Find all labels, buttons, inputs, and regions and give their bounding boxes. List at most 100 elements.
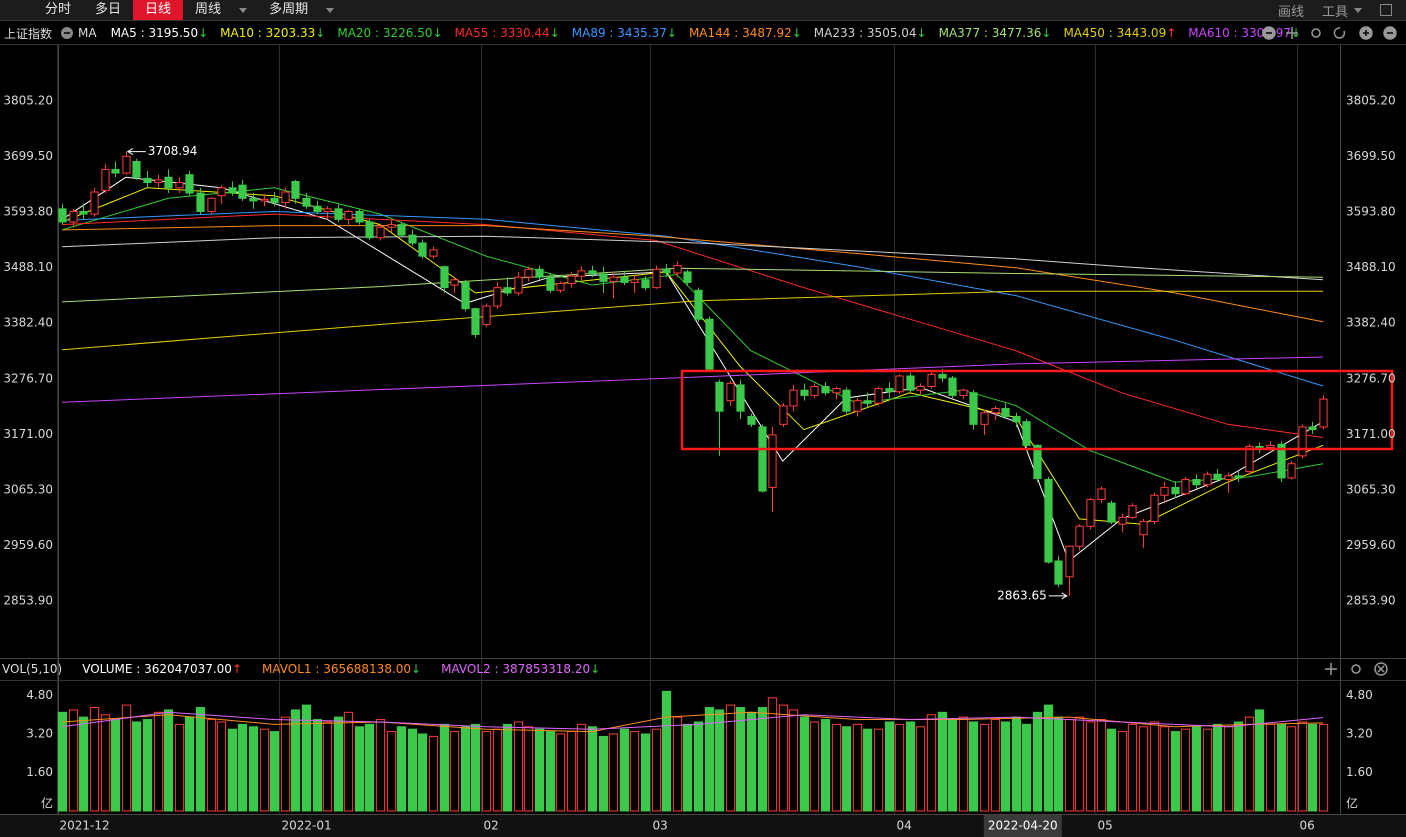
candle-body	[1213, 473, 1222, 481]
volume-bar	[1170, 731, 1181, 812]
volume-bar	[417, 733, 428, 812]
candle-body	[1118, 516, 1127, 525]
legend-trend: ↓	[1041, 26, 1052, 40]
volume-bar	[757, 707, 768, 812]
candle-body	[567, 275, 576, 284]
volume-bar	[1244, 716, 1255, 812]
volume-bar	[598, 735, 609, 812]
ma-line	[62, 187, 1324, 483]
volume-bar	[1106, 728, 1117, 812]
candle-body	[630, 279, 639, 283]
volume-bar	[587, 726, 598, 812]
tab[interactable]: 分时	[45, 2, 72, 17]
dropdown-icon[interactable]	[239, 7, 248, 13]
volume-bar	[1000, 721, 1011, 812]
candle-body	[450, 279, 459, 286]
x-tick-label: 02	[484, 819, 499, 833]
unit-label: 亿	[41, 796, 53, 811]
legend-item[interactable]: MA450 : 3443.09↑	[1063, 26, 1176, 40]
legend-item[interactable]: MA5 : 3195.50↓	[111, 26, 209, 40]
tab[interactable]: 周线	[195, 2, 222, 17]
annotation-label: 3708.94	[148, 144, 198, 158]
y-tick-label: 2959.60	[1346, 538, 1396, 552]
candle-body	[101, 168, 110, 191]
ma-line	[62, 213, 1324, 438]
volume-bar	[259, 728, 270, 812]
tab[interactable]: 多日	[95, 2, 122, 17]
y-tick-label: 3276.70	[1346, 371, 1396, 385]
legend-separator: :	[253, 26, 266, 40]
tool-button[interactable]: 工具	[1321, 4, 1348, 20]
candle-body	[1033, 444, 1042, 479]
window-icon[interactable]	[1380, 4, 1392, 16]
legend-separator: :	[855, 26, 867, 40]
dropdown-icon[interactable]	[1354, 7, 1362, 13]
tab[interactable]: 日线	[133, 0, 184, 20]
y-tick-label: 1.60	[26, 765, 53, 779]
legend-name: MAVOL2	[441, 662, 491, 676]
volume-bar	[831, 723, 842, 812]
legend-trend: ↓	[315, 26, 326, 40]
ma-line	[62, 225, 1324, 323]
volume-bar	[841, 726, 852, 812]
candle-body	[736, 384, 745, 412]
candle-body	[313, 205, 322, 212]
indicator-name[interactable]: MA	[78, 26, 97, 40]
candle-body	[69, 210, 78, 223]
legend-value: 3330.44	[500, 26, 550, 40]
legend-name: VOLUME	[82, 662, 133, 676]
y-tick-label: 3593.80	[3, 205, 53, 219]
candle-body	[779, 405, 788, 425]
volume-bar	[629, 731, 640, 812]
legend-trend: ↓	[432, 26, 443, 40]
candle-body	[832, 388, 841, 394]
legend-item[interactable]: MA89 : 3435.37↓	[572, 26, 677, 40]
candle-body	[344, 210, 353, 220]
volume-icons	[1325, 662, 1388, 676]
volume-bar	[958, 716, 969, 812]
candle-body	[440, 266, 449, 289]
dropdown-icon[interactable]	[326, 7, 335, 13]
volume-bar	[343, 711, 354, 812]
volume-bar	[704, 707, 715, 812]
legend-item[interactable]: MA10 : 3203.33↓	[220, 26, 325, 40]
volume-bar	[926, 714, 937, 812]
volume-bar	[481, 731, 492, 812]
tool-button[interactable]: 画线	[1277, 4, 1304, 20]
volume-bar	[1233, 721, 1244, 812]
plot	[57, 151, 1329, 812]
candle-body	[408, 234, 417, 244]
candle-body	[1171, 486, 1180, 495]
candle-body	[821, 385, 830, 394]
legend-name: MA233	[813, 26, 856, 40]
legend-item[interactable]: MA20 : 3226.50↓	[337, 26, 442, 40]
legend-item: VOLUME : 362047037.00↑	[82, 662, 242, 676]
candle-body	[281, 191, 290, 204]
legend-separator: :	[488, 26, 501, 40]
y-tick-label: 3065.30	[3, 482, 53, 496]
candle-body	[683, 271, 692, 283]
legend-item[interactable]: MA233 : 3505.04↓	[814, 26, 927, 40]
legend-separator: :	[371, 26, 383, 40]
candle-body	[1224, 475, 1233, 481]
ma-legend: 上证指数 MA MA5 : 3195.50↓ MA10 : 3203.33↓ MA2…	[0, 22, 1406, 44]
legend-item[interactable]: MA55 : 3330.44↓	[455, 26, 560, 40]
legend-trend: ↓	[590, 662, 601, 676]
legend-trend: ↓	[549, 26, 560, 40]
candle-body	[863, 400, 872, 404]
volume-bar	[290, 709, 301, 812]
volume-bar	[1286, 726, 1297, 812]
legend-separator: :	[132, 662, 145, 676]
candle-body	[1266, 444, 1275, 448]
candle-body	[270, 197, 279, 204]
volume-bar	[693, 721, 704, 812]
candle-body	[471, 308, 480, 335]
legend-item[interactable]: MA144 : 3487.92↓	[689, 26, 802, 40]
collapse-icon[interactable]	[60, 26, 74, 40]
volume-bar	[1096, 719, 1107, 812]
legend-item[interactable]: MA377 : 3477.36↓	[939, 26, 1052, 40]
tab[interactable]: 多周期	[269, 2, 309, 17]
volume-bar	[78, 716, 89, 812]
x-tick-label: 06	[1300, 819, 1315, 833]
